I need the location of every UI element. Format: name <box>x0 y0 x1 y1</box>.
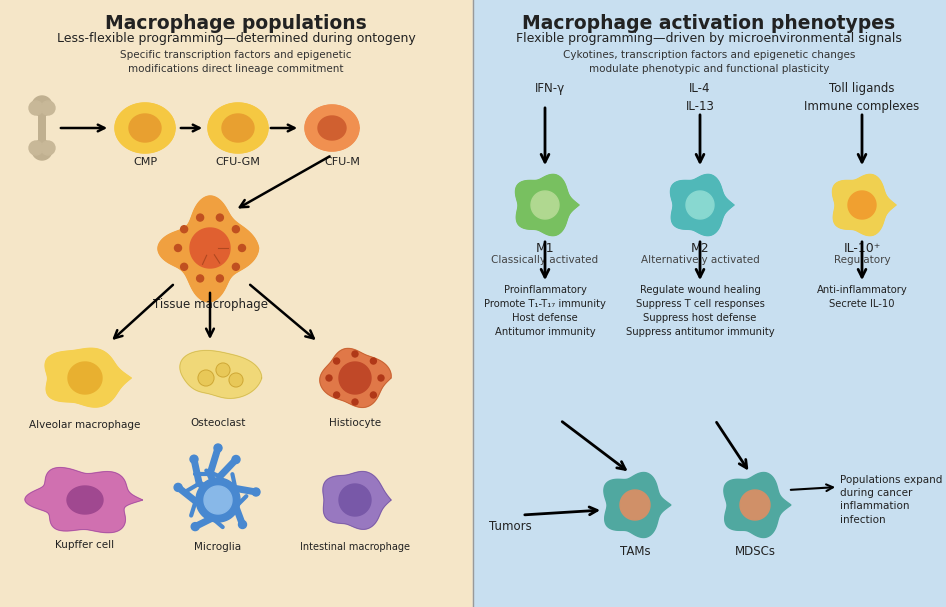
Circle shape <box>238 520 247 529</box>
Text: Macrophage populations: Macrophage populations <box>105 14 367 33</box>
Polygon shape <box>129 114 161 142</box>
Text: TAMs: TAMs <box>620 545 650 558</box>
Polygon shape <box>25 467 143 532</box>
Polygon shape <box>204 486 232 514</box>
Text: Regulatory: Regulatory <box>833 255 890 265</box>
Text: Classically activated: Classically activated <box>491 255 599 265</box>
Text: Osteoclast: Osteoclast <box>190 418 246 428</box>
Bar <box>0 0 473 607</box>
Circle shape <box>252 488 260 496</box>
Circle shape <box>326 375 332 381</box>
Polygon shape <box>68 362 102 394</box>
Polygon shape <box>222 114 254 142</box>
Text: IL-10⁺: IL-10⁺ <box>843 242 881 255</box>
Polygon shape <box>848 191 876 219</box>
Circle shape <box>217 214 223 221</box>
Polygon shape <box>740 490 770 520</box>
Text: Alveolar macrophage: Alveolar macrophage <box>29 420 141 430</box>
Text: CFU-GM: CFU-GM <box>216 157 260 167</box>
Text: Histiocyte: Histiocyte <box>329 418 381 428</box>
Circle shape <box>229 373 243 387</box>
Circle shape <box>197 214 203 221</box>
Text: IFN-γ: IFN-γ <box>535 82 566 95</box>
Circle shape <box>214 444 222 452</box>
Circle shape <box>352 351 358 357</box>
Polygon shape <box>671 174 734 236</box>
Text: Proinflammatory
Promote T₁-T₁₇ immunity
Host defense
Antitumor immunity: Proinflammatory Promote T₁-T₁₇ immunity … <box>484 285 606 337</box>
Text: Anti-inflammatory
Secrete IL-10: Anti-inflammatory Secrete IL-10 <box>816 285 907 309</box>
Polygon shape <box>320 348 391 407</box>
Text: Toll ligands
Immune complexes: Toll ligands Immune complexes <box>804 82 920 113</box>
Text: Populations expand
during cancer
inflammation
infection: Populations expand during cancer inflamm… <box>840 475 942 524</box>
Text: Alternatively activated: Alternatively activated <box>640 255 760 265</box>
Text: Cykotines, transcription factors and epigenetic changes
modulate phenotypic and : Cykotines, transcription factors and epi… <box>563 50 855 74</box>
Circle shape <box>334 392 340 398</box>
Circle shape <box>29 141 43 155</box>
Bar <box>38 108 46 148</box>
Text: Intestinal macrophage: Intestinal macrophage <box>300 542 410 552</box>
Text: Flexible programming—driven by microenvironmental signals: Flexible programming—driven by microenvi… <box>517 32 902 45</box>
Text: MDSCs: MDSCs <box>734 545 776 558</box>
Circle shape <box>198 370 214 386</box>
Polygon shape <box>190 228 230 268</box>
Circle shape <box>233 226 239 232</box>
Text: Tissue macrophage: Tissue macrophage <box>152 298 268 311</box>
Polygon shape <box>45 348 131 407</box>
Polygon shape <box>67 486 103 514</box>
Circle shape <box>371 358 377 364</box>
Bar <box>473 0 946 607</box>
Text: M1: M1 <box>535 242 554 255</box>
Text: CMP: CMP <box>133 157 157 167</box>
Text: M2: M2 <box>691 242 710 255</box>
Circle shape <box>217 275 223 282</box>
Polygon shape <box>318 116 346 140</box>
Circle shape <box>352 399 358 405</box>
Text: Kupffer cell: Kupffer cell <box>56 540 114 550</box>
Text: Macrophage activation phenotypes: Macrophage activation phenotypes <box>522 14 896 33</box>
Circle shape <box>378 375 384 381</box>
Circle shape <box>216 363 230 377</box>
Polygon shape <box>158 196 258 302</box>
Circle shape <box>334 358 340 364</box>
Polygon shape <box>180 350 262 398</box>
Circle shape <box>191 523 200 531</box>
Circle shape <box>190 455 198 463</box>
Polygon shape <box>620 490 650 520</box>
Text: Regulate wound healing
Suppress T cell responses
Suppress host defense
Suppress : Regulate wound healing Suppress T cell r… <box>625 285 775 337</box>
Polygon shape <box>724 472 791 538</box>
Circle shape <box>32 96 52 116</box>
Circle shape <box>232 455 240 464</box>
Circle shape <box>174 245 182 251</box>
Polygon shape <box>516 174 579 236</box>
Circle shape <box>41 141 55 155</box>
Polygon shape <box>686 191 714 219</box>
Polygon shape <box>339 484 371 516</box>
Text: IL-4
IL-13: IL-4 IL-13 <box>686 82 714 113</box>
Polygon shape <box>208 103 268 153</box>
Circle shape <box>197 275 203 282</box>
Polygon shape <box>323 472 391 529</box>
Text: Less-flexible programming—determined during ontogeny: Less-flexible programming—determined dur… <box>57 32 415 45</box>
Polygon shape <box>196 478 240 522</box>
Circle shape <box>174 483 182 492</box>
Text: Specific transcription factors and epigenetic
modifications direct lineage commi: Specific transcription factors and epige… <box>120 50 352 74</box>
Circle shape <box>233 263 239 270</box>
Text: Tumors: Tumors <box>489 520 532 533</box>
Polygon shape <box>531 191 559 219</box>
Text: Microglia: Microglia <box>195 542 241 552</box>
Polygon shape <box>115 103 175 153</box>
Circle shape <box>32 140 52 160</box>
Polygon shape <box>339 362 371 394</box>
Polygon shape <box>832 174 896 236</box>
Polygon shape <box>305 105 359 151</box>
Circle shape <box>371 392 377 398</box>
Circle shape <box>181 263 187 270</box>
Polygon shape <box>604 472 671 538</box>
Circle shape <box>41 101 55 115</box>
Circle shape <box>181 226 187 232</box>
Text: CFU-M: CFU-M <box>324 157 359 167</box>
Circle shape <box>29 101 43 115</box>
Circle shape <box>238 245 246 251</box>
